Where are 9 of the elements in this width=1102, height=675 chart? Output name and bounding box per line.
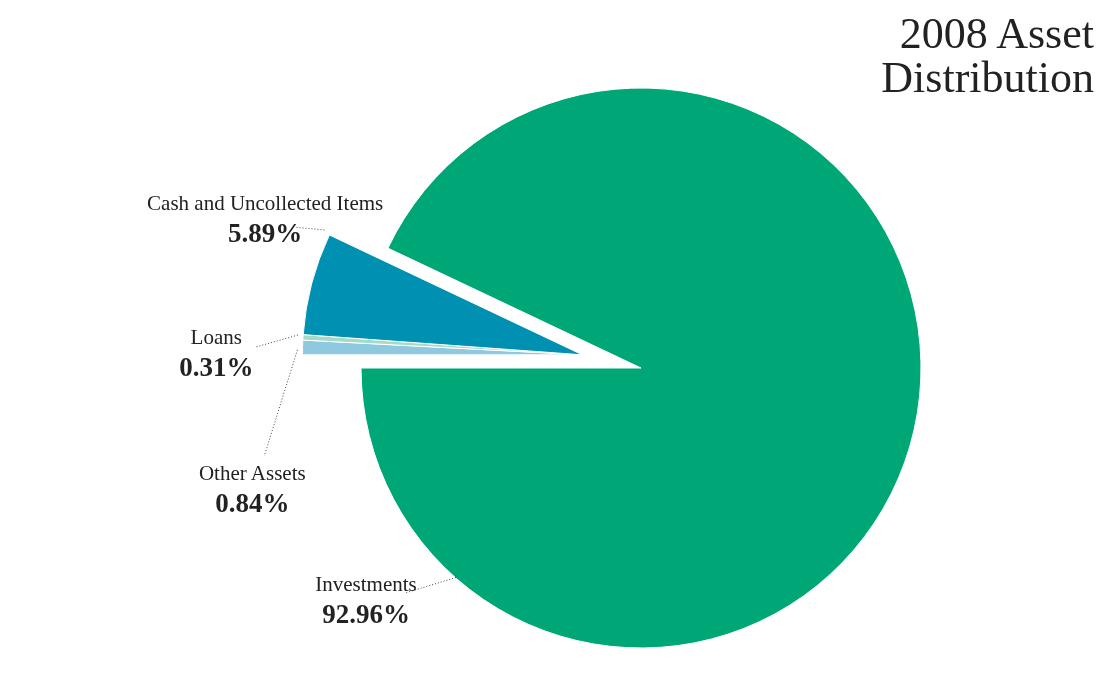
slice-label: Loans: [190, 325, 242, 350]
slice-label: Other Assets: [198, 461, 306, 486]
data-label: 5.89%: [228, 218, 303, 249]
slice-label: Investments: [315, 571, 417, 596]
data-label: 0.84%: [215, 488, 290, 519]
data-label: 92.96%: [322, 598, 410, 629]
data-label: 0.31%: [179, 352, 254, 383]
chart-title: 2008 Asset Distribution: [880, 9, 1094, 102]
slice-label: Cash and Uncollected Items: [147, 191, 384, 216]
